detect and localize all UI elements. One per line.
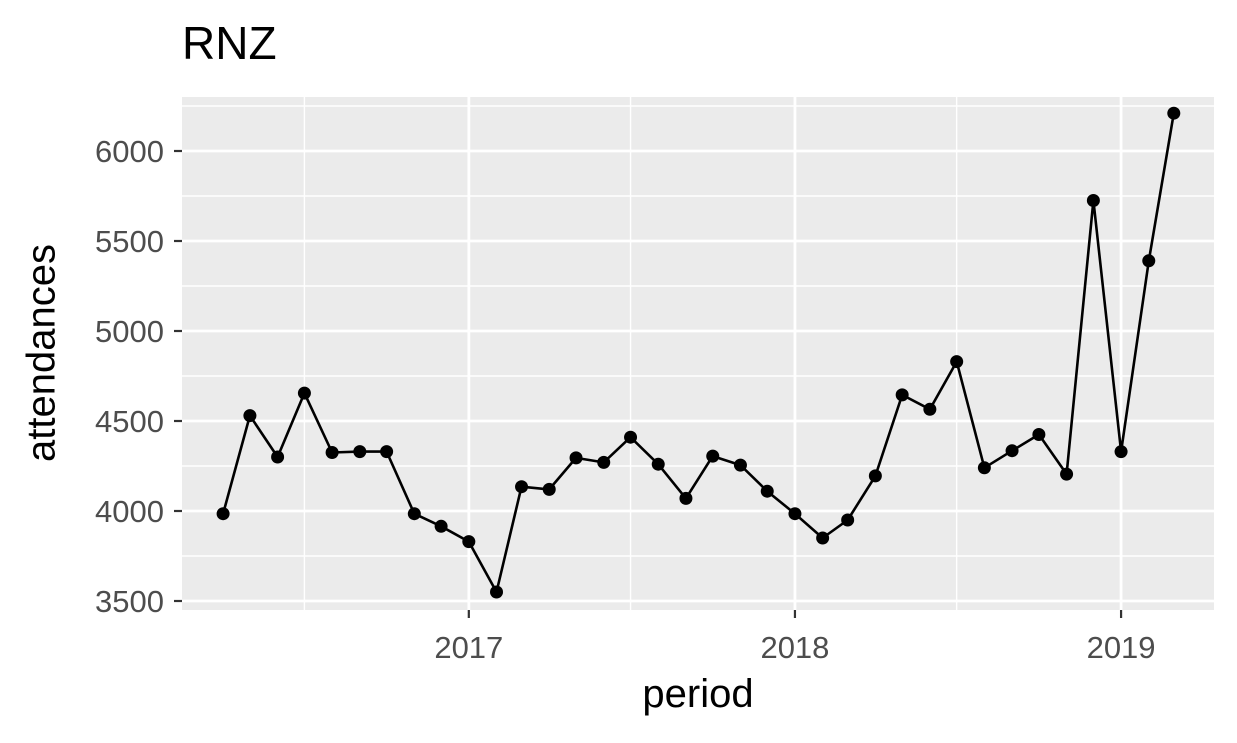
data-point bbox=[243, 409, 257, 423]
y-tick-label: 4500 bbox=[95, 404, 164, 439]
data-point bbox=[597, 455, 611, 469]
data-point bbox=[542, 482, 556, 496]
data-point bbox=[1086, 194, 1100, 207]
y-axis-title: attendances bbox=[19, 244, 64, 462]
data-point bbox=[760, 484, 774, 498]
data-point bbox=[733, 458, 747, 472]
x-tick-label: 2019 bbox=[1087, 630, 1156, 665]
data-point bbox=[841, 513, 855, 527]
data-point bbox=[624, 430, 638, 444]
y-tick-label: 6000 bbox=[95, 134, 164, 169]
data-point bbox=[651, 457, 665, 471]
data-point bbox=[816, 531, 830, 545]
data-point bbox=[434, 519, 448, 533]
y-tick-label: 3500 bbox=[95, 584, 164, 619]
data-point bbox=[868, 469, 882, 483]
data-point bbox=[1060, 467, 1074, 481]
data-point bbox=[569, 451, 583, 465]
data-point bbox=[706, 449, 720, 463]
data-point bbox=[923, 402, 937, 416]
data-point bbox=[325, 446, 339, 459]
data-point bbox=[462, 535, 476, 549]
plot-panel bbox=[182, 97, 1214, 610]
x-tick-label: 2018 bbox=[760, 630, 829, 665]
chart-title: RNZ bbox=[182, 17, 277, 69]
data-point bbox=[216, 507, 230, 521]
data-point bbox=[1005, 444, 1019, 458]
data-point bbox=[950, 355, 964, 369]
data-point bbox=[1167, 106, 1181, 120]
data-point bbox=[297, 386, 311, 400]
x-tick-label: 2017 bbox=[434, 630, 503, 665]
data-point bbox=[1032, 428, 1046, 441]
data-point bbox=[788, 507, 802, 521]
data-point bbox=[977, 461, 991, 475]
y-tick-label: 5500 bbox=[95, 224, 164, 259]
data-point bbox=[353, 445, 367, 459]
x-axis-title: period bbox=[642, 672, 754, 716]
data-point bbox=[380, 445, 394, 459]
y-tick-label: 5000 bbox=[95, 314, 164, 349]
data-point bbox=[1114, 445, 1128, 459]
data-point bbox=[1142, 254, 1156, 268]
data-point bbox=[515, 480, 529, 494]
data-point bbox=[271, 450, 285, 464]
data-point bbox=[407, 507, 421, 521]
y-tick-label: 4000 bbox=[95, 494, 164, 529]
data-point bbox=[679, 491, 693, 505]
data-point bbox=[895, 388, 909, 402]
data-point bbox=[490, 585, 504, 599]
